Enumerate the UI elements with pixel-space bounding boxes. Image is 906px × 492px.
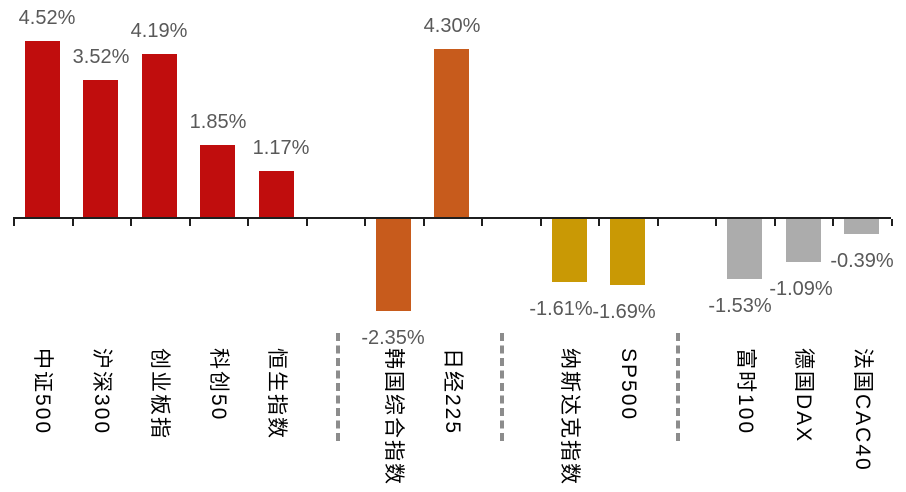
bar-nasdaq bbox=[552, 219, 587, 282]
bar-ftse100 bbox=[727, 219, 762, 279]
value-label-sp500: -1.69% bbox=[592, 301, 656, 323]
value-label-star50: 1.85% bbox=[189, 111, 247, 133]
bar-csi500 bbox=[25, 41, 60, 217]
x-axis-line bbox=[13, 217, 891, 219]
value-label-hs300: 3.52% bbox=[72, 46, 130, 68]
x-axis-tick bbox=[364, 219, 366, 226]
bar-sp500 bbox=[610, 219, 645, 285]
category-label-cac40: 法国CAC40 bbox=[851, 348, 874, 472]
category-label-nikkei225: 日经225 bbox=[441, 348, 464, 436]
value-label-nasdaq: -1.61% bbox=[529, 298, 593, 320]
value-label-cac40: -0.39% bbox=[830, 250, 894, 272]
value-label-dax: -1.09% bbox=[769, 278, 833, 300]
x-axis-tick bbox=[189, 219, 191, 226]
group-separator-1 bbox=[336, 333, 340, 441]
x-axis-tick bbox=[130, 219, 132, 226]
bar-hs300 bbox=[83, 80, 118, 217]
x-axis-tick bbox=[423, 219, 425, 226]
value-label-csi500: 4.52% bbox=[18, 7, 76, 29]
bar-dax bbox=[786, 219, 821, 262]
category-label-nasdaq: 纳斯达克指数 bbox=[558, 348, 581, 486]
x-axis-tick bbox=[598, 219, 600, 226]
category-label-hs300: 沪深300 bbox=[90, 348, 113, 436]
category-label-hsi: 恒生指数 bbox=[265, 348, 288, 440]
category-label-dax: 德国DAX bbox=[792, 348, 815, 444]
value-label-ftse100: -1.53% bbox=[708, 295, 772, 317]
x-axis-tick bbox=[13, 219, 15, 226]
bar-cac40 bbox=[844, 219, 879, 234]
x-axis-tick bbox=[306, 219, 308, 226]
value-label-hsi: 1.17% bbox=[252, 137, 310, 159]
bar-hsi bbox=[259, 171, 294, 217]
x-axis-tick bbox=[657, 219, 659, 226]
bar-star50 bbox=[200, 145, 235, 217]
bar-kospi bbox=[376, 219, 411, 311]
x-axis-tick bbox=[891, 219, 893, 226]
group-separator-3 bbox=[676, 333, 680, 441]
category-label-chinext: 创业板指 bbox=[148, 348, 171, 440]
bar-chinext bbox=[142, 54, 177, 217]
value-label-nikkei225: 4.30% bbox=[423, 15, 481, 37]
x-axis-tick bbox=[481, 219, 483, 226]
category-label-csi500: 中证500 bbox=[31, 348, 54, 436]
x-axis-tick bbox=[72, 219, 74, 226]
category-label-kospi: 韩国综合指数 bbox=[382, 348, 405, 486]
group-separator-2 bbox=[500, 333, 504, 441]
x-axis-tick bbox=[832, 219, 834, 226]
category-label-sp500: SP500 bbox=[617, 348, 640, 422]
x-axis-tick bbox=[247, 219, 249, 226]
x-axis-tick bbox=[774, 219, 776, 226]
value-label-chinext: 4.19% bbox=[130, 20, 188, 42]
x-axis-tick bbox=[540, 219, 542, 226]
x-axis-tick bbox=[715, 219, 717, 226]
bar-nikkei225 bbox=[434, 49, 469, 217]
value-label-kospi: -2.35% bbox=[361, 327, 425, 349]
category-label-ftse100: 富时100 bbox=[734, 348, 757, 436]
category-label-star50: 科创50 bbox=[207, 348, 230, 422]
